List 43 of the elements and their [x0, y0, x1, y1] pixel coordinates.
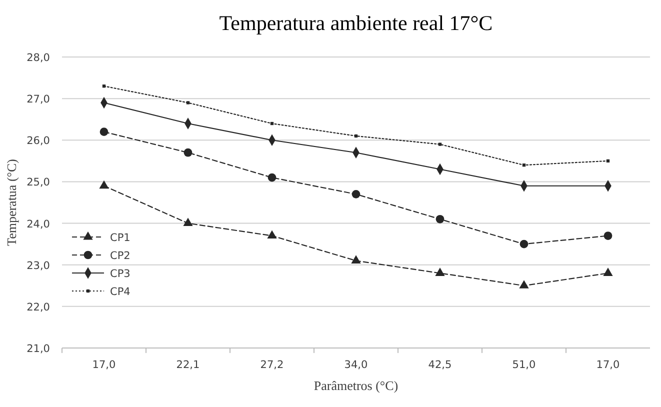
- point: [435, 268, 445, 276]
- point: [99, 180, 109, 189]
- legend-label: CP4: [110, 286, 131, 298]
- x-tick-label: 42,5: [428, 359, 452, 371]
- point: [268, 173, 276, 182]
- y-tick-label: 26,0: [26, 135, 50, 148]
- point: [186, 101, 190, 104]
- point: [270, 122, 274, 126]
- x-tick-label: 17,0: [92, 359, 116, 371]
- point: [603, 268, 613, 276]
- point: [606, 159, 610, 163]
- x-axis-title: Parâmetros (°C): [314, 378, 398, 393]
- point: [436, 214, 444, 224]
- y-tick-label: 21,0: [26, 343, 50, 355]
- chart-title: Temperatura ambiente real 17°C: [219, 11, 493, 35]
- point: [604, 232, 612, 240]
- legend-label: CP2: [110, 250, 130, 262]
- y-tick-label: 27,0: [26, 94, 50, 106]
- point: [438, 142, 442, 146]
- x-tick-label: 17,0: [596, 359, 620, 371]
- y-tick-label: 23,0: [26, 260, 50, 272]
- point: [184, 148, 192, 157]
- point: [100, 128, 108, 136]
- legend-label: CP3: [110, 268, 130, 280]
- point: [522, 164, 526, 167]
- point: [520, 240, 528, 248]
- point: [519, 280, 529, 288]
- y-tick-label: 25,0: [26, 176, 50, 189]
- legend-label: CP1: [110, 232, 130, 244]
- x-tick-label: 51,0: [512, 359, 536, 371]
- y-axis-title: Temperatua (°C): [4, 159, 19, 246]
- y-tick-label: 22,0: [26, 301, 50, 314]
- point: [351, 255, 361, 264]
- point: [354, 134, 358, 138]
- point: [183, 218, 193, 226]
- x-tick-label: 27,2: [260, 359, 284, 371]
- point: [102, 84, 106, 88]
- point: [267, 230, 277, 239]
- y-tick-label: 24,0: [26, 218, 50, 230]
- x-tick-label: 34,0: [344, 359, 368, 371]
- y-tick-label: 28,0: [26, 52, 50, 64]
- point: [352, 190, 360, 198]
- x-tick-label: 22,1: [176, 359, 200, 371]
